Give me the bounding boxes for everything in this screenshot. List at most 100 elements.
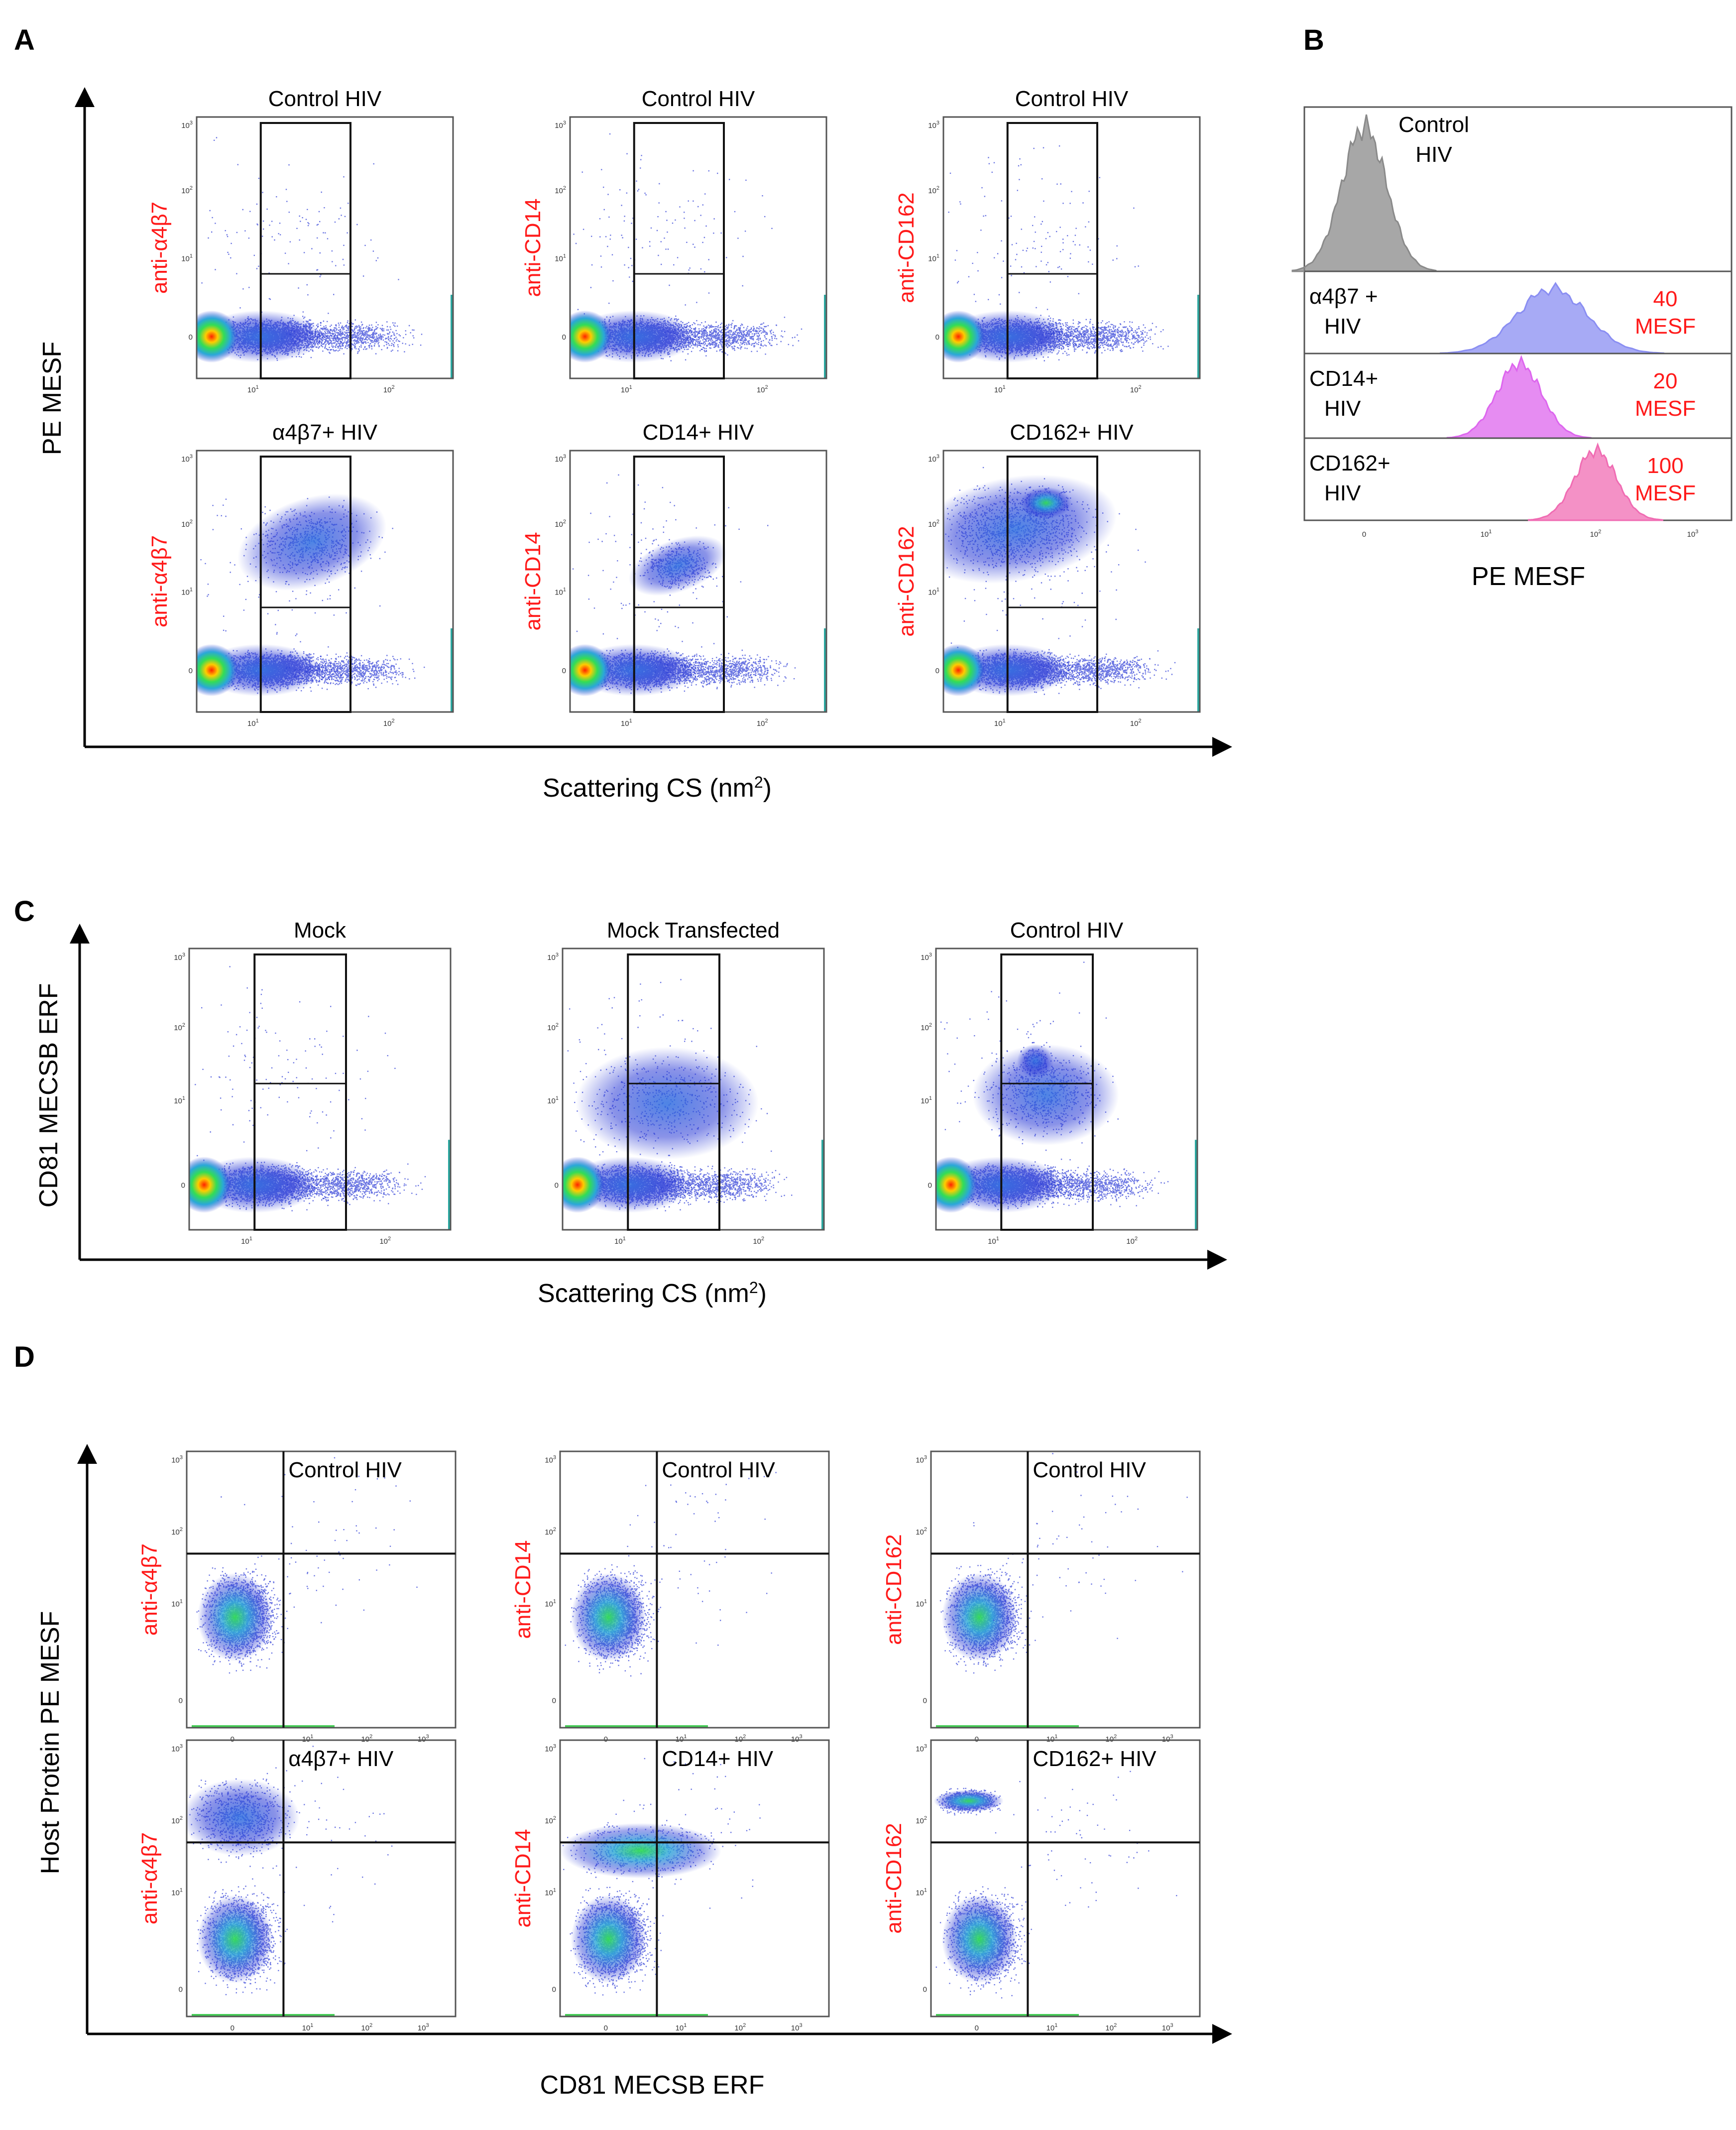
panel-c-ytick-base: 10 <box>547 953 556 962</box>
panel-d-xtick-base: 0 <box>604 2024 608 2032</box>
panel-d-plot-frame <box>930 1450 1201 1729</box>
panel-d-density-main <box>941 1894 1017 1984</box>
panel-c-ylabel: CD81 MECSB ERF <box>34 983 63 1208</box>
panel-d-plot-inner <box>939 1453 1188 1674</box>
panel-b-histogram-series <box>1446 355 1592 439</box>
panel-d-xtick-exp: 3 <box>799 2022 802 2028</box>
panel-c-ytick-exp: 2 <box>182 1022 185 1028</box>
panel-c-ytick-base: 0 <box>181 1182 185 1190</box>
panel-a-xtick-base: 10 <box>383 386 392 394</box>
panel-a-ytick: 101 <box>928 587 939 597</box>
panel-d-plot-inner <box>196 1457 418 1674</box>
panel-a-ytick-exp: 3 <box>936 120 939 126</box>
panel-b-row-value: 20 <box>1653 369 1678 393</box>
panel-d-ytick-base: 0 <box>552 1986 556 1994</box>
panel-d-ylabel: Host Protein PE MESF <box>36 1611 65 1875</box>
panel-c-ytick-exp: 2 <box>929 1022 932 1028</box>
panel-a-xtick: 102 <box>1130 718 1142 728</box>
panel-c-ytick-base: 10 <box>547 1097 556 1105</box>
panel-a-points-tail <box>284 652 425 690</box>
panel-d-xtick-exp: 3 <box>799 1734 802 1740</box>
panel-b-xtick-exp: 1 <box>1489 529 1492 535</box>
panel-a-ytick-exp: 2 <box>190 185 193 191</box>
panel-b-frame <box>1303 106 1733 521</box>
panel-b-xtick: 102 <box>1590 529 1602 539</box>
panel-d-ytick-exp: 2 <box>924 1527 927 1533</box>
panel-d-ytick: 103 <box>171 1455 183 1465</box>
panel-d-xtick-base: 10 <box>1046 2024 1055 2032</box>
panel-c-xtick: 101 <box>614 1236 626 1246</box>
panel-d-ytick: 101 <box>171 1598 183 1608</box>
panel-b-xtick-base: 10 <box>1687 530 1696 539</box>
panel-d-ytick: 101 <box>916 1598 927 1608</box>
panel-d-ytick-base: 10 <box>171 1456 180 1465</box>
panel-d-xtick-base: 10 <box>1105 2024 1114 2032</box>
panel-d-xtick: 0 <box>231 2024 234 2032</box>
panel-c-ytick: 103 <box>547 952 559 962</box>
panel-b-histogram-series <box>1440 282 1664 355</box>
panel-c-xtick: 102 <box>379 1236 391 1246</box>
panel-c-xtick-exp: 2 <box>1135 1236 1138 1242</box>
panel-b-xtick: 0 <box>1362 530 1366 539</box>
panel-c-plot-title: Mock <box>294 918 347 943</box>
panel-d-xtick: 103 <box>418 2022 429 2032</box>
panel-d-plot-title: CD162+ HIV <box>1033 1747 1157 1771</box>
panel-c-xtick-exp: 2 <box>761 1236 764 1242</box>
panel-d-density-pos <box>560 1823 721 1879</box>
panel-b-histogram-series <box>1291 114 1437 272</box>
panel-d-ytick-base: 0 <box>179 1697 183 1705</box>
panel-d-xtick: 102 <box>1105 1734 1117 1744</box>
panel-c-ytick-base: 10 <box>174 1024 182 1032</box>
panel-c-xtick-exp: 1 <box>996 1236 999 1242</box>
panel-d-ytick-base: 0 <box>552 1697 556 1705</box>
panel-b-row-1: α4β7 + HIV 40 MESF <box>1304 270 1732 355</box>
panel-a-xtick: 102 <box>383 718 395 728</box>
panel-a-plot-title: Control HIV <box>1015 87 1129 111</box>
panel-a-ytick: 103 <box>928 454 939 464</box>
panel-d-ytick-exp: 3 <box>924 1744 927 1750</box>
panel-a-ytick-base: 10 <box>928 121 936 130</box>
panel-a-ylabel: PE MESF <box>38 342 67 455</box>
panel-d-xtick-exp: 1 <box>310 1734 313 1740</box>
panel-d-ytick-base: 10 <box>916 1600 924 1608</box>
panel-a-ytick-exp: 3 <box>936 454 939 460</box>
panel-d-xtick-exp: 3 <box>1170 2022 1173 2028</box>
panel-d-plot-inner <box>187 1746 393 1996</box>
panel-d-xtick-base: 10 <box>791 2024 800 2032</box>
panel-a-ytick: 101 <box>555 587 566 597</box>
panel-b-xtick-exp: 3 <box>1695 529 1698 535</box>
panel-a-ytick-base: 10 <box>555 255 563 263</box>
panel-a-ytick: 0 <box>562 667 566 675</box>
panel-a-xtick-exp: 2 <box>1139 384 1142 390</box>
panel-d-ytick: 0 <box>179 1697 183 1705</box>
panel-d-density-pos <box>933 1789 1004 1812</box>
panel-a-xtick-exp: 1 <box>629 384 632 390</box>
panel-a-ytick-exp: 2 <box>563 519 566 525</box>
panel-a-xtick-base: 10 <box>757 719 765 728</box>
panel-c-points-sparse <box>195 966 396 1173</box>
panel-d-ytick-base: 0 <box>923 1697 927 1705</box>
panel-a-ytick-base: 10 <box>555 589 563 597</box>
panel-c-ytick-base: 10 <box>547 1024 556 1032</box>
panel-c-gate <box>627 953 720 1231</box>
panel-c-plot-title: Mock Transfected <box>607 918 780 943</box>
panel-a-xtick-exp: 1 <box>256 384 259 390</box>
panel-d-ytick: 0 <box>552 1986 556 1994</box>
panel-a-ytick: 0 <box>189 333 193 342</box>
panel-d-ytick-base: 10 <box>545 1817 553 1825</box>
panel-d-plot-frame <box>186 1739 457 2017</box>
panel-d-ytick: 101 <box>171 1887 183 1897</box>
panel-d-xtick: 102 <box>361 2022 372 2032</box>
panel-a-ytick: 102 <box>181 519 193 529</box>
panel-a-plot-title: CD162+ HIV <box>1010 420 1134 445</box>
panel-a-ytick-exp: 2 <box>936 519 939 525</box>
panel-d-xtick-exp: 3 <box>426 2022 429 2028</box>
panel-d-xtick-exp: 2 <box>743 2022 746 2028</box>
panel-c-ytick-exp: 2 <box>556 1022 559 1028</box>
